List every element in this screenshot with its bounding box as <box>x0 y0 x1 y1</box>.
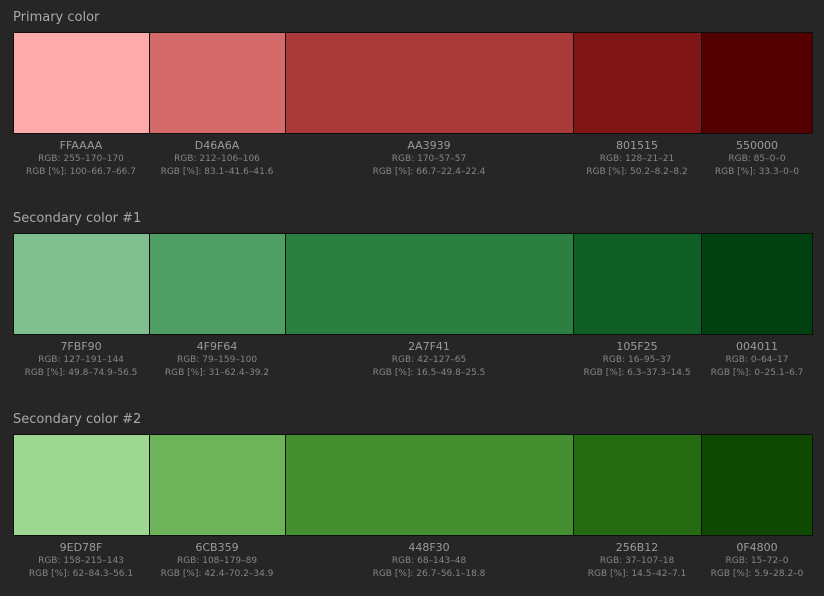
hex-value: 6CB359 <box>195 541 239 554</box>
color-swatch[interactable] <box>702 234 812 334</box>
hex-value: 4F9F64 <box>196 340 238 353</box>
hex-value: D46A6A <box>194 139 240 152</box>
rgb-value: RGB: 79–159–100 <box>176 355 258 365</box>
rgb-percent-value: RGB [%]: 31–62.4–39.2 <box>164 368 270 378</box>
rgb-percent-value: RGB [%]: 66.7–22.4–22.4 <box>372 167 486 177</box>
rgb-value: RGB: 158–215–143 <box>38 556 124 566</box>
group-title: Secondary color #1 <box>13 211 142 226</box>
color-swatch[interactable] <box>286 234 574 334</box>
rgb-value: RGB: 15–72–0 <box>725 556 789 566</box>
color-swatch[interactable] <box>286 33 574 133</box>
rgb-value: RGB: 127–191–144 <box>38 355 124 365</box>
swatch-label: 6CB359 RGB: 108–179–89 RGB [%]: 42.4–70.… <box>149 541 285 581</box>
color-swatch[interactable] <box>286 435 574 535</box>
group-title: Secondary color #2 <box>13 412 142 427</box>
color-swatch[interactable] <box>14 33 150 133</box>
swatch-label: 004011 RGB: 0–64–17 RGB [%]: 0–25.1–6.7 <box>701 340 813 380</box>
color-swatch[interactable] <box>14 234 150 334</box>
swatch-label: D46A6A RGB: 212–106–106 RGB [%]: 83.1–41… <box>149 139 285 179</box>
rgb-value: RGB: 0–64–17 <box>725 355 789 365</box>
hex-value: 256B12 <box>615 541 659 554</box>
hex-value: 801515 <box>616 139 658 152</box>
rgb-percent-value: RGB [%]: 26.7–56.1–18.8 <box>372 569 486 579</box>
hex-value: 7FBF90 <box>60 340 102 353</box>
hex-value: AA3939 <box>407 139 451 152</box>
rgb-percent-value: RGB [%]: 16.5–49.8–25.5 <box>372 368 486 378</box>
swatch-label: 9ED78F RGB: 158–215–143 RGB [%]: 62–84.3… <box>13 541 149 581</box>
rgb-value: RGB: 128–21–21 <box>599 154 675 164</box>
rgb-value: RGB: 170–57–57 <box>391 154 467 164</box>
color-swatch[interactable] <box>150 435 286 535</box>
swatch-label: 550000 RGB: 85–0–0 RGB [%]: 33.3–0–0 <box>701 139 813 179</box>
rgb-value: RGB: 16–95–37 <box>602 355 672 365</box>
hex-value: 004011 <box>736 340 778 353</box>
color-swatch[interactable] <box>150 33 286 133</box>
swatch-label: 105F25 RGB: 16–95–37 RGB [%]: 6.3–37.3–1… <box>573 340 701 380</box>
rgb-value: RGB: 108–179–89 <box>176 556 258 566</box>
hex-value: 550000 <box>736 139 778 152</box>
rgb-percent-value: RGB [%]: 33.3–0–0 <box>714 167 800 177</box>
color-swatch[interactable] <box>574 234 702 334</box>
rgb-percent-value: RGB [%]: 0–25.1–6.7 <box>710 368 804 378</box>
swatch-label: 448F30 RGB: 68–143–48 RGB [%]: 26.7–56.1… <box>285 541 573 581</box>
rgb-percent-value: RGB [%]: 5.9–28.2–0 <box>710 569 804 579</box>
color-swatch[interactable] <box>574 33 702 133</box>
color-swatch[interactable] <box>702 33 812 133</box>
swatch-label: 2A7F41 RGB: 42–127–65 RGB [%]: 16.5–49.8… <box>285 340 573 380</box>
rgb-percent-value: RGB [%]: 62–84.3–56.1 <box>28 569 134 579</box>
swatch-row <box>13 434 813 536</box>
rgb-value: RGB: 255–170–170 <box>38 154 124 164</box>
rgb-value: RGB: 212–106–106 <box>174 154 260 164</box>
rgb-value: RGB: 85–0–0 <box>728 154 786 164</box>
swatch-label: 256B12 RGB: 37–107–18 RGB [%]: 14.5–42–7… <box>573 541 701 581</box>
hex-value: 9ED78F <box>59 541 103 554</box>
swatch-labels: FFAAAA RGB: 255–170–170 RGB [%]: 100–66.… <box>13 139 813 179</box>
swatch-row <box>13 32 813 134</box>
swatch-label: 4F9F64 RGB: 79–159–100 RGB [%]: 31–62.4–… <box>149 340 285 380</box>
color-swatch[interactable] <box>14 435 150 535</box>
rgb-value: RGB: 68–143–48 <box>391 556 467 566</box>
swatch-labels: 9ED78F RGB: 158–215–143 RGB [%]: 62–84.3… <box>13 541 813 581</box>
rgb-percent-value: RGB [%]: 83.1–41.6–41.6 <box>160 167 274 177</box>
rgb-value: RGB: 42–127–65 <box>391 355 467 365</box>
hex-value: 2A7F41 <box>408 340 450 353</box>
hex-value: 0F4800 <box>736 541 778 554</box>
rgb-percent-value: RGB [%]: 100–66.7–66.7 <box>26 167 136 177</box>
swatch-row <box>13 233 813 335</box>
swatch-label: 0F4800 RGB: 15–72–0 RGB [%]: 5.9–28.2–0 <box>701 541 813 581</box>
rgb-value: RGB: 37–107–18 <box>599 556 675 566</box>
color-swatch[interactable] <box>150 234 286 334</box>
hex-value: 448F30 <box>408 541 450 554</box>
rgb-percent-value: RGB [%]: 14.5–42–7.1 <box>587 569 687 579</box>
rgb-percent-value: RGB [%]: 49.8–74.9–56.5 <box>24 368 138 378</box>
group-title: Primary color <box>13 10 100 25</box>
hex-value: FFAAAA <box>59 139 103 152</box>
swatch-labels: 7FBF90 RGB: 127–191–144 RGB [%]: 49.8–74… <box>13 340 813 380</box>
swatch-label: 7FBF90 RGB: 127–191–144 RGB [%]: 49.8–74… <box>13 340 149 380</box>
color-swatch[interactable] <box>574 435 702 535</box>
rgb-percent-value: RGB [%]: 50.2–8.2–8.2 <box>586 167 688 177</box>
hex-value: 105F25 <box>616 340 658 353</box>
color-swatch[interactable] <box>702 435 812 535</box>
swatch-label: AA3939 RGB: 170–57–57 RGB [%]: 66.7–22.4… <box>285 139 573 179</box>
rgb-percent-value: RGB [%]: 42.4–70.2–34.9 <box>160 569 274 579</box>
swatch-label: FFAAAA RGB: 255–170–170 RGB [%]: 100–66.… <box>13 139 149 179</box>
rgb-percent-value: RGB [%]: 6.3–37.3–14.5 <box>583 368 691 378</box>
swatch-label: 801515 RGB: 128–21–21 RGB [%]: 50.2–8.2–… <box>573 139 701 179</box>
